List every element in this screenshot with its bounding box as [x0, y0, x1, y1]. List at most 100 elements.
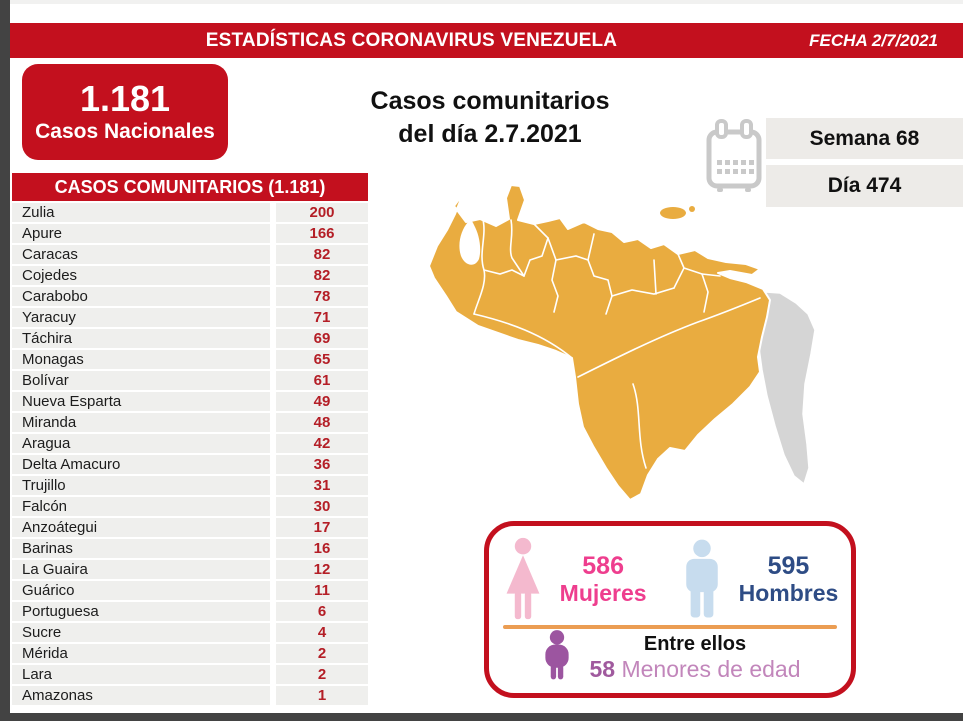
state-name: Nueva Esparta [12, 392, 270, 411]
column-gap [270, 560, 276, 579]
state-value: 17 [276, 518, 368, 537]
cases-table-header: CASOS COMUNITARIOS (1.181) [12, 173, 368, 201]
woman-icon [506, 537, 540, 619]
national-cases-label: Casos Nacionales [35, 120, 215, 143]
state-name: Lara [12, 665, 270, 684]
table-row: Falcón 30 [12, 497, 368, 516]
state-name: Caracas [12, 245, 270, 264]
women-count: 586 [582, 551, 624, 580]
table-row: Portuguesa 6 [12, 602, 368, 621]
main-title-line2: del día 2.7.2021 [398, 120, 582, 148]
state-value: 42 [276, 434, 368, 453]
state-value: 4 [276, 623, 368, 642]
state-name: Amazonas [12, 686, 270, 705]
state-name: Portuguesa [12, 602, 270, 621]
minors-row: Entre ellos 58 Menores de edad [501, 629, 839, 685]
state-value: 49 [276, 392, 368, 411]
header-date: FECHA 2/7/2021 [809, 31, 938, 50]
minors-label: Menores de edad [621, 655, 801, 682]
column-gap [270, 329, 276, 348]
state-borders [473, 215, 761, 469]
state-name: Anzoátegui [12, 518, 270, 537]
column-gap [270, 287, 276, 306]
state-value: 71 [276, 308, 368, 327]
state-value: 6 [276, 602, 368, 621]
state-value: 12 [276, 560, 368, 579]
table-row: Zulia 200 [12, 203, 368, 222]
table-row: Caracas 82 [12, 245, 368, 264]
table-row: Táchira 69 [12, 329, 368, 348]
state-name: Guárico [12, 581, 270, 600]
table-row: Trujillo 31 [12, 476, 368, 495]
state-value: 2 [276, 665, 368, 684]
national-cases-value: 1.181 [79, 78, 171, 119]
state-name: Monagas [12, 350, 270, 369]
table-row: Barinas 16 [12, 539, 368, 558]
column-gap [270, 203, 276, 222]
state-value: 2 [276, 644, 368, 663]
column-gap [270, 476, 276, 495]
state-name: Carabobo [12, 287, 270, 306]
lake-maracaibo [459, 220, 481, 265]
column-gap [270, 434, 276, 453]
state-name: Yaracuy [12, 308, 270, 327]
men-label: Hombres [738, 579, 839, 606]
margarita-island [660, 207, 686, 219]
state-name: Bolívar [12, 371, 270, 390]
table-row: Delta Amacuro 36 [12, 455, 368, 474]
column-gap [270, 308, 276, 327]
gender-top-row: 586 Mujeres 595 Hombres [501, 532, 839, 625]
state-name: Táchira [12, 329, 270, 348]
table-row: Carabobo 78 [12, 287, 368, 306]
column-gap [270, 371, 276, 390]
column-gap [270, 413, 276, 432]
column-gap [270, 665, 276, 684]
state-name: Mérida [12, 644, 270, 663]
table-row: Mérida 2 [12, 644, 368, 663]
table-row: Yaracuy 71 [12, 308, 368, 327]
men-group: 595 Hombres [681, 537, 839, 621]
orange-divider [503, 625, 837, 629]
women-group: 586 Mujeres [502, 537, 647, 621]
state-value: 36 [276, 455, 368, 474]
state-name: Aragua [12, 434, 270, 453]
state-name: La Guaira [12, 560, 270, 579]
women-label: Mujeres [559, 579, 647, 606]
state-value: 30 [276, 497, 368, 516]
column-gap [270, 539, 276, 558]
state-value: 82 [276, 266, 368, 285]
column-gap [270, 497, 276, 516]
man-icon [685, 539, 718, 618]
window-bottom-edge [0, 713, 963, 721]
table-row: Miranda 48 [12, 413, 368, 432]
venezuela-map [428, 184, 816, 501]
state-name: Zulia [12, 203, 270, 222]
column-gap [270, 623, 276, 642]
table-row: Apure 166 [12, 224, 368, 243]
column-gap [270, 224, 276, 243]
state-name: Apure [12, 224, 270, 243]
table-row: Anzoátegui 17 [12, 518, 368, 537]
state-value: 61 [276, 371, 368, 390]
gender-stats-box: 586 Mujeres 595 Hombres [484, 521, 856, 698]
column-gap [270, 392, 276, 411]
minors-count: 58 [589, 655, 616, 682]
state-name: Cojedes [12, 266, 270, 285]
table-row: Nueva Esparta 49 [12, 392, 368, 411]
column-gap [270, 266, 276, 285]
page-title: ESTADÍSTICAS CORONAVIRUS VENEZUELA [205, 30, 618, 51]
column-gap [270, 350, 276, 369]
essequibo-region [758, 291, 816, 486]
calendar-icon [706, 119, 762, 192]
window-left-edge [0, 0, 10, 721]
state-name: Sucre [12, 623, 270, 642]
state-name: Falcón [12, 497, 270, 516]
table-row: Aragua 42 [12, 434, 368, 453]
table-row: Lara 2 [12, 665, 368, 684]
small-island [689, 206, 695, 212]
table-row: Guárico 11 [12, 581, 368, 600]
column-gap [270, 602, 276, 621]
table-row: Sucre 4 [12, 623, 368, 642]
national-cases-box: 1.181 Casos Nacionales [22, 64, 228, 160]
